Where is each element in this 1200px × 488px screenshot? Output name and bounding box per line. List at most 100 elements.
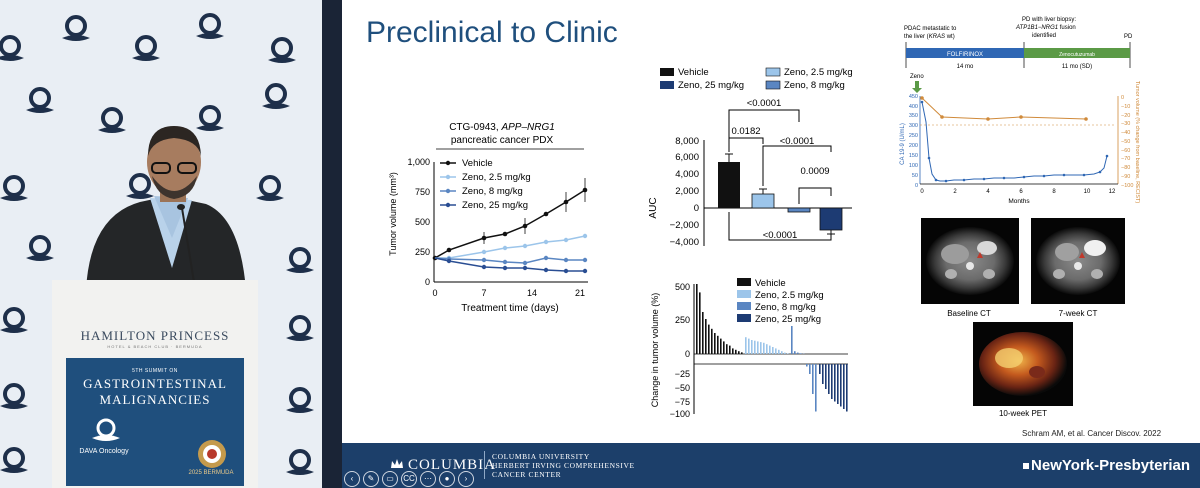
waterfall-bar [800, 353, 802, 354]
waterfall-bar [763, 342, 765, 354]
waterfall-bar [741, 352, 743, 354]
series-zeno-8-line [434, 257, 585, 264]
auc-legend-zeno-25: Zeno, 25 mg/kg [678, 80, 744, 91]
back-icon[interactable]: ‹ [344, 470, 360, 487]
week7-ct-label: 7-week CT [1059, 309, 1098, 318]
auc-legend-zeno-2-5: Zeno, 2.5 mg/kg [784, 67, 853, 78]
waterfall-bar [784, 352, 786, 354]
waterfall-bar [769, 345, 771, 354]
waterfall-bar [831, 364, 833, 399]
ca199-ytick: 50 [912, 173, 918, 179]
bermuda-seal-icon [198, 440, 226, 468]
ca199-ytick: 350 [909, 113, 918, 119]
auc-pvalue: 0.0009 [800, 166, 829, 177]
pet-label: 10-week PET [999, 409, 1047, 418]
tumor-volume-chart: CTG-0943, APP–NRG1 pancreatic cancer PDX… [388, 122, 588, 314]
tumor-ytick: 250 [415, 247, 430, 257]
dava-logo-icon [92, 418, 120, 441]
ca199-ytick: 400 [909, 104, 918, 110]
columbia-sub-3: CANCER CENTER [492, 470, 562, 479]
columbia-crown-icon [391, 459, 403, 468]
waterfall-bar [696, 284, 698, 354]
screen-icon[interactable]: ▭ [382, 470, 398, 487]
folfirinox-label: FOLFIRINOX [947, 52, 983, 58]
tv-ytick: −100 [1121, 183, 1133, 189]
record-icon[interactable]: ● [439, 470, 455, 487]
ca199-ytick: 250 [909, 133, 918, 139]
waterfall-bar [729, 345, 731, 354]
pen-icon[interactable]: ✎ [363, 470, 379, 487]
auc-legend-vehicle: Vehicle [678, 67, 709, 78]
tumor-xtick: 7 [481, 288, 486, 298]
months-xtick: 0 [920, 189, 924, 195]
cc-button[interactable]: CC [401, 470, 417, 487]
waterfall-ytick: −100 [670, 409, 690, 419]
tumor-ytick: 750 [415, 187, 430, 197]
waterfall-bar [797, 352, 799, 354]
waterfall-bar [745, 337, 747, 354]
waterfall-bar [738, 351, 740, 354]
auc-bar-zeno-8 [787, 207, 811, 213]
podium: HAMILTON PRINCESS HOTEL & BEACH CLUB · B… [52, 280, 258, 488]
speaker-video: HAMILTON PRINCESS HOTEL & BEACH CLUB · B… [0, 0, 322, 488]
waterfall-bar [781, 351, 783, 354]
nyp-logo: NewYork-Presbyterian [1023, 457, 1190, 474]
columbia-sub-1: COLUMBIA UNIVERSITY [492, 452, 590, 461]
tv-ytick: 0 [1121, 95, 1124, 101]
forward-icon[interactable]: › [458, 470, 474, 487]
auc-legend-zeno-8: Zeno, 8 mg/kg [784, 80, 845, 91]
tumor-legend-zeno-8: Zeno, 8 mg/kg [462, 186, 523, 197]
more-icon[interactable]: ⋯ [420, 470, 436, 487]
waterfall-bar [766, 344, 768, 354]
auc-ytick: 4,000 [675, 169, 699, 180]
waterfall-bar [702, 312, 704, 354]
waterfall-chart: Change in tumor volume (%) 500 250 0 −25… [650, 278, 848, 419]
tumor-ytick: 1,000 [407, 157, 430, 167]
ca199-ytick: 150 [909, 153, 918, 159]
auc-bar-zeno-25 [819, 207, 843, 231]
zeno-treatment-bar [1024, 48, 1130, 58]
tumor-legend-zeno-2-5: Zeno, 2.5 mg/kg [462, 172, 531, 183]
podium-brand-subtitle: HOTEL & BEACH CLUB · BERMUDA [107, 344, 203, 349]
tumor-xtick: 21 [575, 288, 585, 298]
series-zeno-25-line [434, 257, 585, 272]
waterfall-ytick: −75 [675, 397, 690, 407]
waterfall-bar [751, 340, 753, 354]
auc-bar-vehicle [718, 162, 740, 208]
zeno-start-marker: Zeno [910, 74, 924, 80]
months-xtick: 2 [953, 189, 957, 195]
tv-ytick: −10 [1121, 104, 1130, 110]
auc-bar-zeno-2-5 [751, 193, 775, 209]
waterfall-ytick: 250 [675, 315, 690, 325]
waterfall-bar [825, 364, 827, 389]
waterfall-bar [828, 364, 830, 394]
waterfall-bar [840, 364, 842, 407]
auc-pvalue: <0.0001 [780, 136, 815, 147]
months-xlabel: Months [1008, 198, 1030, 205]
months-xtick: 8 [1052, 189, 1056, 195]
tumor-chart-title-line2: pancreatic cancer PDX [451, 135, 554, 146]
waterfall-legend-vehicle: Vehicle [755, 278, 786, 289]
waterfall-bar [791, 326, 793, 354]
biopsy-note-line2: ATP1B1−NRG1 fusion [1015, 25, 1076, 31]
waterfall-bar [735, 349, 737, 354]
waterfall-bar [708, 324, 710, 354]
auc-pvalue: <0.0001 [763, 230, 798, 241]
auc-ytick: −2,000 [670, 220, 699, 231]
months-xtick: 6 [1019, 189, 1023, 195]
pdac-note-line1: PDAC metastatic to [904, 26, 957, 32]
player-controls: ‹ ✎ ▭ CC ⋯ ● › [344, 470, 477, 487]
waterfall-bar [794, 351, 796, 354]
months-xtick: 12 [1109, 189, 1116, 195]
auc-ytick: −4,000 [670, 237, 699, 248]
waterfall-bar [705, 319, 707, 354]
waterfall-bar [748, 338, 750, 354]
ca199-ytick: 200 [909, 143, 918, 149]
ca199-ytick: 0 [915, 183, 918, 189]
auc-ytick: 0 [694, 203, 699, 214]
speaker-figure [86, 126, 246, 290]
tv-ytick: −60 [1121, 148, 1130, 154]
waterfall-bar [717, 335, 719, 354]
columbia-logo-text: COLUMBIA [408, 457, 497, 473]
columbia-subtitle: COLUMBIA UNIVERSITY HERBERT IRVING COMPR… [492, 452, 635, 479]
